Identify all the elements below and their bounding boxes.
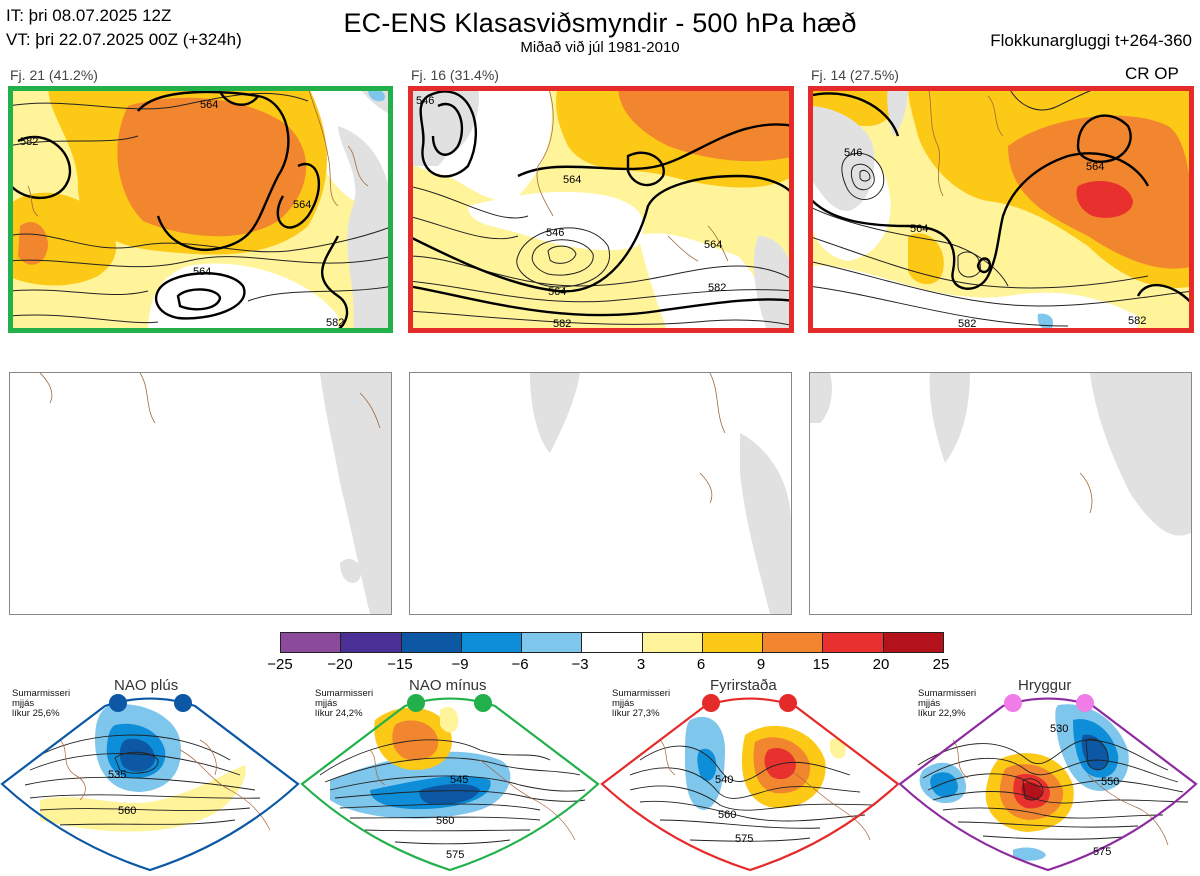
regime-title: NAO mínus	[409, 677, 487, 694]
cluster-1-contour-label: 564	[200, 99, 218, 111]
colorbar-tick: 6	[696, 656, 706, 673]
regime-contour-label: 545	[450, 774, 468, 786]
colorbar-tick: 9	[756, 656, 766, 673]
regime-marker-dot	[1004, 694, 1022, 712]
regime-contour-label: 560	[436, 815, 454, 827]
colorbar-segment	[401, 633, 462, 652]
cluster-2-label: Fj. 16 (31.4%)	[411, 67, 499, 83]
regime-likelihood: líkur 22,9%	[918, 708, 966, 719]
colorbar-tick: −15	[387, 656, 413, 673]
regime-title: NAO plús	[114, 677, 179, 694]
cluster-2-contour-label: 546	[546, 227, 564, 239]
cluster-2-contour-label: 546	[416, 95, 434, 107]
regime-marker-dot	[1076, 694, 1094, 712]
colorbar-tick: −20	[327, 656, 353, 673]
blank-map-2[interactable]	[409, 372, 792, 615]
colorbar-tick: −6	[511, 656, 529, 673]
regime-marker-dot	[702, 694, 720, 712]
colorbar-tick: 15	[812, 656, 830, 673]
init-time: IT: þri 08.07.2025 12Z	[6, 6, 172, 25]
cluster-1-contour-label: 564	[293, 199, 311, 211]
regime-likelihood: líkur 27,3%	[612, 708, 660, 719]
regime-contour-label: 575	[735, 833, 753, 845]
regime-marker-dot	[174, 694, 192, 712]
colorbar	[280, 632, 944, 653]
colorbar-tick: −9	[451, 656, 469, 673]
colorbar-segment	[702, 633, 764, 652]
classification-window: Flokkunargluggi t+264-360	[990, 31, 1192, 50]
regime-marker-dot	[109, 694, 127, 712]
regime-season: Sumarmisseri	[12, 688, 71, 699]
regime-nao-minus[interactable]: 545 560 575 NAO mínus Sumarmisseri mjjás…	[300, 677, 602, 872]
cluster-1-frame	[8, 86, 393, 333]
cluster-1-label: Fj. 21 (41.2%)	[10, 67, 98, 83]
colorbar-tick: 3	[636, 656, 646, 673]
cluster-1-contour-label: 564	[193, 266, 211, 278]
regime-marker-dot	[779, 694, 797, 712]
regime-marker-dot	[474, 694, 492, 712]
cluster-3-label: Fj. 14 (27.5%)	[811, 67, 899, 83]
cluster-2-contour-label: 564	[548, 286, 566, 298]
cr-op-label: CR OP	[1125, 64, 1179, 83]
colorbar-segment	[763, 633, 824, 652]
regime-contour-label: 535	[108, 769, 126, 781]
regime-season: Sumarmisseri	[612, 688, 671, 699]
cluster-2-frame	[408, 86, 794, 333]
regime-blocking[interactable]: 540 560 575 Fyrirstaða Sumarmisseri mjjá…	[600, 677, 902, 872]
cluster-1-contour-label: 582	[326, 317, 344, 329]
page-title: EC-ENS Klasasviðsmyndir - 500 hPa hæð	[343, 8, 857, 38]
cluster-3-contour-label: 582	[1128, 315, 1146, 327]
cluster-1-contour-label: 582	[20, 136, 38, 148]
valid-time: VT: þri 22.07.2025 00Z (+324h)	[6, 30, 242, 49]
cluster-3-contour-label: 546	[844, 147, 862, 159]
blank-map-3[interactable]	[809, 372, 1192, 615]
regime-title: Hryggur	[1018, 677, 1072, 694]
regime-season: Sumarmisseri	[315, 688, 374, 699]
regime-contour-label: 540	[715, 774, 733, 786]
regime-likelihood: líkur 25,6%	[12, 708, 60, 719]
page-subtitle: Miðað við júl 1981-2010	[520, 39, 680, 56]
regime-likelihood: líkur 24,2%	[315, 708, 363, 719]
cluster-2-contour-label: 564	[704, 239, 722, 251]
regime-season: Sumarmisseri	[918, 688, 977, 699]
colorbar-segment	[642, 633, 703, 652]
cluster-3-frame	[808, 86, 1194, 333]
regime-contour-label: 560	[118, 805, 136, 817]
colorbar-segment	[823, 633, 884, 652]
regime-contour-label: 550	[1101, 776, 1119, 788]
colorbar-segment	[883, 633, 943, 652]
colorbar-tick: −25	[267, 656, 293, 673]
cluster-2-map[interactable]: 546 564 546 564 582 582 564	[408, 86, 794, 333]
regime-months: mjjás	[12, 698, 35, 709]
regime-months: mjjás	[612, 698, 635, 709]
regime-nao-plus[interactable]: 535 560 NAO plús Sumarmisseri mjjás líku…	[0, 677, 300, 872]
cluster-3-contour-label: 564	[1086, 161, 1104, 173]
regime-months: mjjás	[315, 698, 338, 709]
cluster-2-contour-label: 582	[708, 282, 726, 294]
regime-ridge[interactable]: 530 550 575 Hryggur Sumarmisseri mjjás l…	[898, 677, 1200, 872]
cluster-2-contour-label: 582	[553, 318, 571, 330]
regime-contour-label: 575	[446, 849, 464, 861]
colorbar-tick: 25	[932, 656, 950, 673]
regime-contour-label: 560	[718, 809, 736, 821]
colorbar-segment	[522, 633, 583, 652]
cluster-3-contour-label: 582	[958, 318, 976, 330]
colorbar-segment	[281, 633, 342, 652]
cluster-1-map[interactable]: 582 564 564 564 582	[8, 86, 393, 333]
cluster-3-contour-label: 564	[910, 223, 928, 235]
colorbar-tick: −3	[571, 656, 589, 673]
regime-contour-label: 530	[1050, 723, 1068, 735]
regime-months: mjjás	[918, 698, 941, 709]
colorbar-segment	[461, 633, 523, 652]
blank-map-1[interactable]	[9, 372, 392, 615]
regime-contour-label: 575	[1093, 846, 1111, 858]
regime-marker-dot	[407, 694, 425, 712]
regime-title: Fyrirstaða	[710, 677, 777, 694]
colorbar-segment	[341, 633, 402, 652]
colorbar-segment	[582, 633, 643, 652]
cluster-2-contour-label: 564	[563, 174, 581, 186]
colorbar-tick: 20	[872, 656, 890, 673]
cluster-3-map[interactable]: 546 564 564 582 582	[808, 86, 1194, 333]
